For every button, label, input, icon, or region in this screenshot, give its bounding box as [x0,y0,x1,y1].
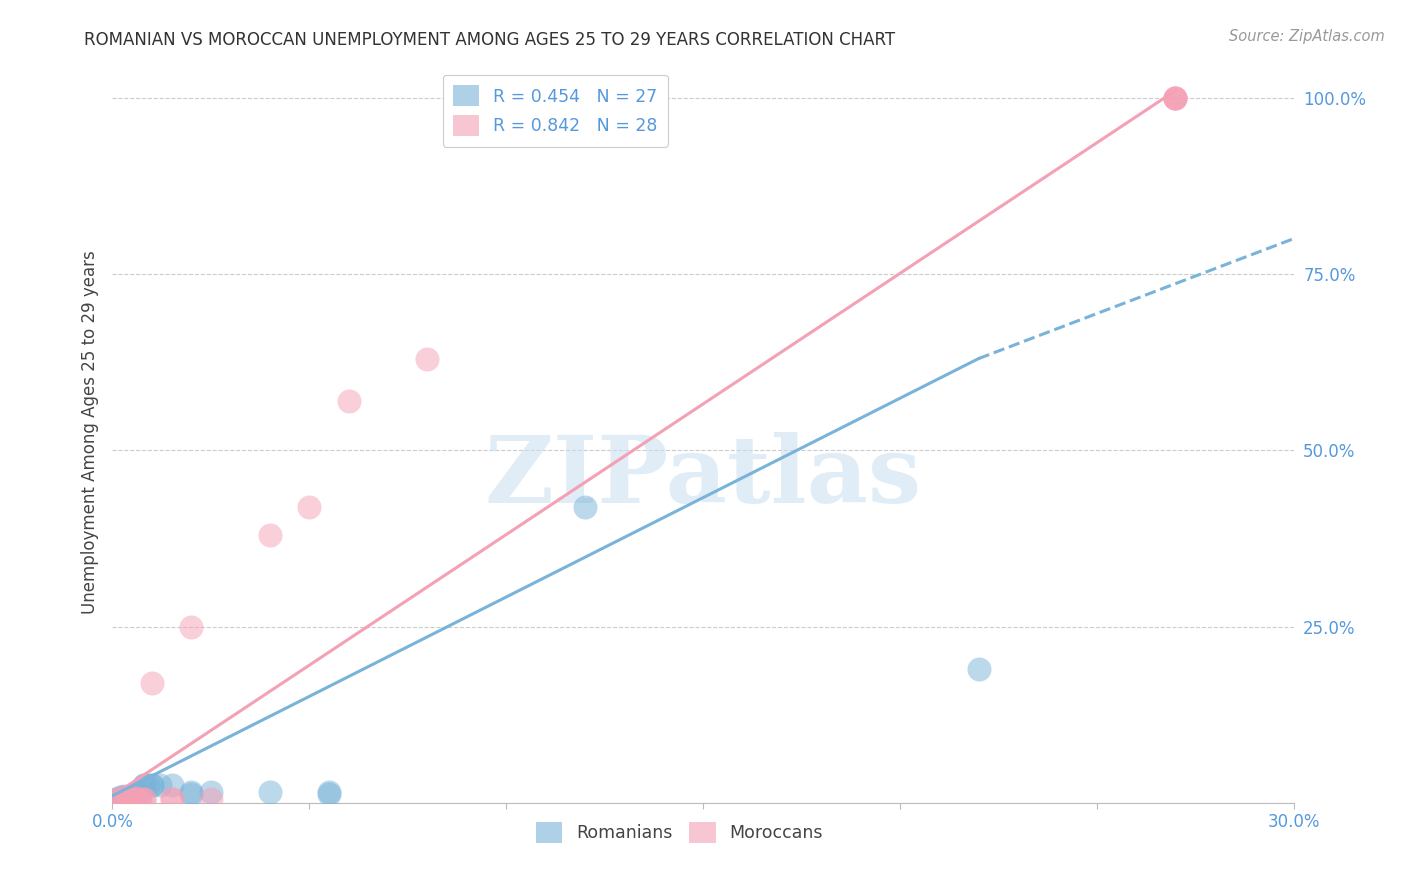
Point [160,778,183,792]
Point [125,792,148,806]
Text: ZIPatlas: ZIPatlas [485,432,921,522]
Point [132,778,155,792]
Point [160,792,183,806]
Point [141,778,163,792]
Point [112,792,135,806]
Point [112,789,135,803]
Point [337,393,360,408]
Point [125,792,148,806]
Point [125,788,148,802]
Point [129,788,152,802]
Point [318,785,340,799]
Point [112,790,135,805]
Point [1164,91,1187,105]
Point [121,790,143,805]
Y-axis label: Unemployment Among Ages 25 to 29 years: Unemployment Among Ages 25 to 29 years [80,251,98,615]
Point [117,790,139,805]
Point [416,351,439,366]
Point [117,792,139,806]
Point [110,790,132,805]
Point [121,792,143,806]
Point [132,778,155,792]
Point [180,785,202,799]
Point [129,792,152,806]
Point [129,792,152,806]
Point [112,792,135,806]
Legend: Romanians, Moroccans: Romanians, Moroccans [529,814,830,850]
Point [259,785,281,799]
Point [132,792,155,806]
Point [298,500,321,514]
Point [160,792,183,806]
Point [105,792,128,806]
Point [1164,91,1187,105]
Point [117,792,139,806]
Point [141,676,163,690]
Point [1164,91,1187,105]
Point [110,792,132,806]
Point [136,778,159,792]
Point [1164,91,1187,105]
Point [200,792,222,806]
Point [117,792,139,806]
Point [967,662,990,676]
Point [110,792,132,806]
Point [121,792,143,806]
Point [318,788,340,802]
Point [259,528,281,542]
Point [132,792,155,806]
Point [112,790,135,805]
Point [141,778,163,792]
Point [200,785,222,799]
Point [110,792,132,806]
Point [574,500,596,514]
Point [121,790,143,805]
Point [149,778,172,792]
Text: ROMANIAN VS MOROCCAN UNEMPLOYMENT AMONG AGES 25 TO 29 YEARS CORRELATION CHART: ROMANIAN VS MOROCCAN UNEMPLOYMENT AMONG … [84,31,896,49]
Text: Source: ZipAtlas.com: Source: ZipAtlas.com [1229,29,1385,44]
Point [180,619,202,633]
Point [180,788,202,802]
Point [105,792,128,806]
